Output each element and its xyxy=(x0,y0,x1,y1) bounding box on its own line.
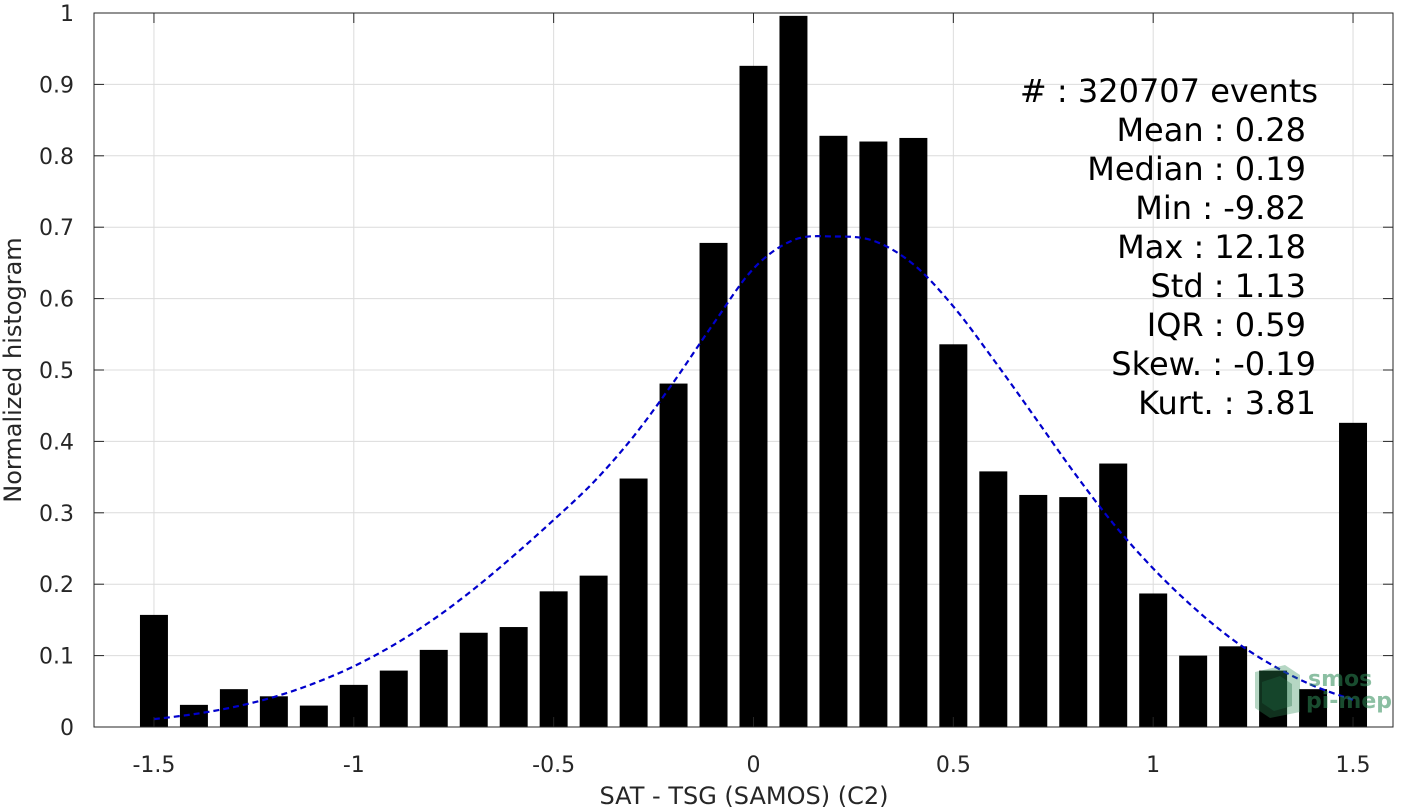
axis-ticks xyxy=(94,12,1393,728)
stats-line-8: Kurt. : 3.81 xyxy=(1138,384,1316,422)
y-axis-title: Normalized histogram xyxy=(0,237,27,502)
x-axis-title: SAT - TSG (SAMOS) (C2) xyxy=(600,782,889,809)
bar-7 xyxy=(419,649,448,727)
stats-line-5: Std : 1.13 xyxy=(1150,267,1306,305)
y-tick-label-7: 0.7 xyxy=(39,216,74,241)
stats-line-6: IQR : 0.59 xyxy=(1147,306,1306,344)
bar-10 xyxy=(539,591,568,727)
stats-line-0: # : 320707 events xyxy=(1020,72,1318,110)
stats-line-7: Skew. : -0.19 xyxy=(1111,345,1316,383)
bar-23 xyxy=(1059,497,1088,727)
bar-4 xyxy=(299,705,328,727)
logo-text-smos: smos xyxy=(1308,667,1372,692)
stats-line-4: Max : 12.18 xyxy=(1117,228,1306,266)
x-tick-label-1: -1 xyxy=(343,753,365,778)
logo-text-pimep: pi-mep xyxy=(1306,689,1392,714)
bar-0 xyxy=(139,614,168,727)
x-tick-labels: -1.5 -1 -0.5 0 0.5 1 1.5 xyxy=(132,753,1370,778)
x-tick-label-4: 0.5 xyxy=(936,753,971,778)
y-tick-label-6: 0.6 xyxy=(39,288,74,313)
x-tick-label-3: 0 xyxy=(746,753,760,778)
x-tick-label-0: -1.5 xyxy=(132,753,175,778)
x-tick-label-2: -0.5 xyxy=(532,753,575,778)
histogram-bars xyxy=(139,15,1368,728)
y-tick-label-10: 1 xyxy=(60,2,74,27)
bar-13 xyxy=(659,383,688,727)
bar-21 xyxy=(979,471,1008,727)
y-tick-label-3: 0.3 xyxy=(39,502,74,527)
bar-26 xyxy=(1179,655,1208,727)
bar-1 xyxy=(179,704,208,727)
y-tick-label-0: 0 xyxy=(60,716,74,741)
x-tick-label-5: 1 xyxy=(1146,753,1160,778)
bar-29 xyxy=(1299,689,1328,727)
bar-17 xyxy=(819,135,848,728)
bar-18 xyxy=(859,141,888,727)
bar-9 xyxy=(499,627,528,727)
bar-14 xyxy=(699,242,728,727)
y-tick-label-9: 0.9 xyxy=(39,73,74,98)
bar-6 xyxy=(379,670,408,727)
x-tick-label-6: 1.5 xyxy=(1336,753,1371,778)
gaussian-fit-curve xyxy=(153,235,1354,721)
stats-line-1: Mean : 0.28 xyxy=(1116,111,1306,149)
y-tick-labels: 0 0.1 0.2 0.3 0.4 0.5 0.6 0.7 0.8 0.9 1 xyxy=(39,2,74,741)
y-tick-label-4: 0.4 xyxy=(39,430,74,455)
bar-3 xyxy=(259,696,288,727)
bar-25 xyxy=(1139,593,1168,727)
bar-30 xyxy=(1339,422,1368,727)
bar-27 xyxy=(1219,646,1248,727)
bar-22 xyxy=(1019,494,1048,727)
bar-12 xyxy=(619,478,648,727)
bar-11 xyxy=(579,575,608,727)
bar-20 xyxy=(939,344,968,727)
y-tick-label-5: 0.5 xyxy=(39,359,74,384)
y-tick-label-2: 0.2 xyxy=(39,573,74,598)
bar-16 xyxy=(779,15,808,727)
bar-24 xyxy=(1099,463,1128,727)
bar-28 xyxy=(1259,670,1288,727)
bar-8 xyxy=(459,632,488,727)
y-tick-label-8: 0.8 xyxy=(39,145,74,170)
bar-15 xyxy=(739,65,768,727)
y-tick-label-1: 0.1 xyxy=(39,645,74,670)
bar-19 xyxy=(899,137,928,727)
smos-pimep-logo: smos pi-mep xyxy=(1255,665,1392,718)
stats-line-3: Min : -9.82 xyxy=(1135,189,1306,227)
stats-line-2: Median : 0.19 xyxy=(1087,150,1306,188)
